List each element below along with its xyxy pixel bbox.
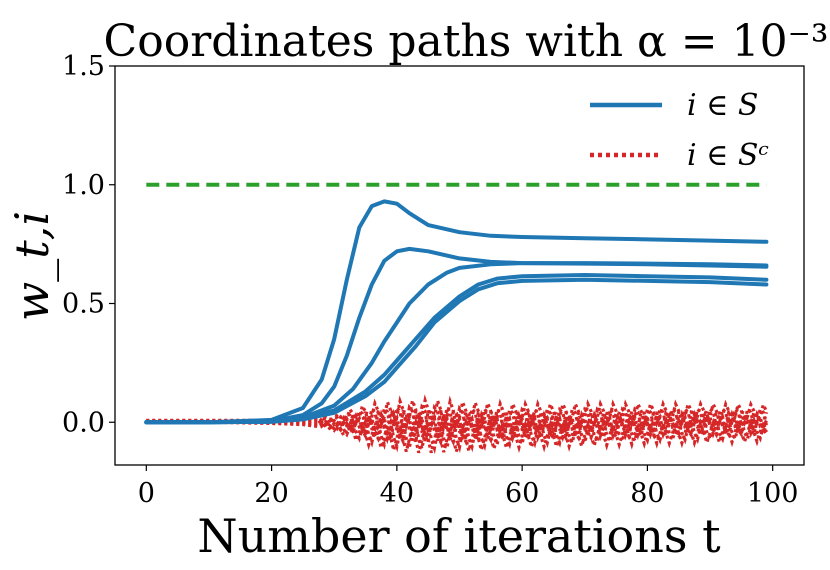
legend: i ∈ S i ∈ Sᶜ xyxy=(590,88,769,173)
x-tick-label: 60 xyxy=(505,478,539,509)
y-axis-ticks: 0.0 0.5 1.0 1.5 xyxy=(62,51,115,438)
legend-support-label: i ∈ S xyxy=(687,88,758,123)
x-tick-label: 0 xyxy=(138,478,155,509)
legend-complement-label: i ∈ Sᶜ xyxy=(687,138,769,173)
x-tick-label: 100 xyxy=(747,478,799,509)
y-axis-label: w_t,i xyxy=(5,211,59,321)
x-tick-label: 80 xyxy=(630,478,664,509)
x-tick-label: 20 xyxy=(254,478,288,509)
complement-series-group xyxy=(146,394,768,457)
x-axis-label: Number of iterations t xyxy=(197,509,721,563)
support-series-line xyxy=(144,261,769,425)
support-series-group xyxy=(144,199,769,425)
support-series-line xyxy=(144,199,769,425)
support-series-line xyxy=(144,277,769,425)
y-tick-label: 0.5 xyxy=(62,289,105,320)
chart-title: Coordinates paths with α = 10⁻³ xyxy=(104,16,829,67)
y-tick-label: 1.5 xyxy=(62,51,105,82)
x-tick-label: 40 xyxy=(380,478,414,509)
x-axis-ticks: 0 20 40 60 80 100 xyxy=(138,465,799,509)
plot-frame xyxy=(114,65,805,466)
support-series-line xyxy=(144,273,769,425)
y-tick-label: 1.0 xyxy=(62,170,105,201)
y-tick-label: 0.0 xyxy=(62,407,105,438)
